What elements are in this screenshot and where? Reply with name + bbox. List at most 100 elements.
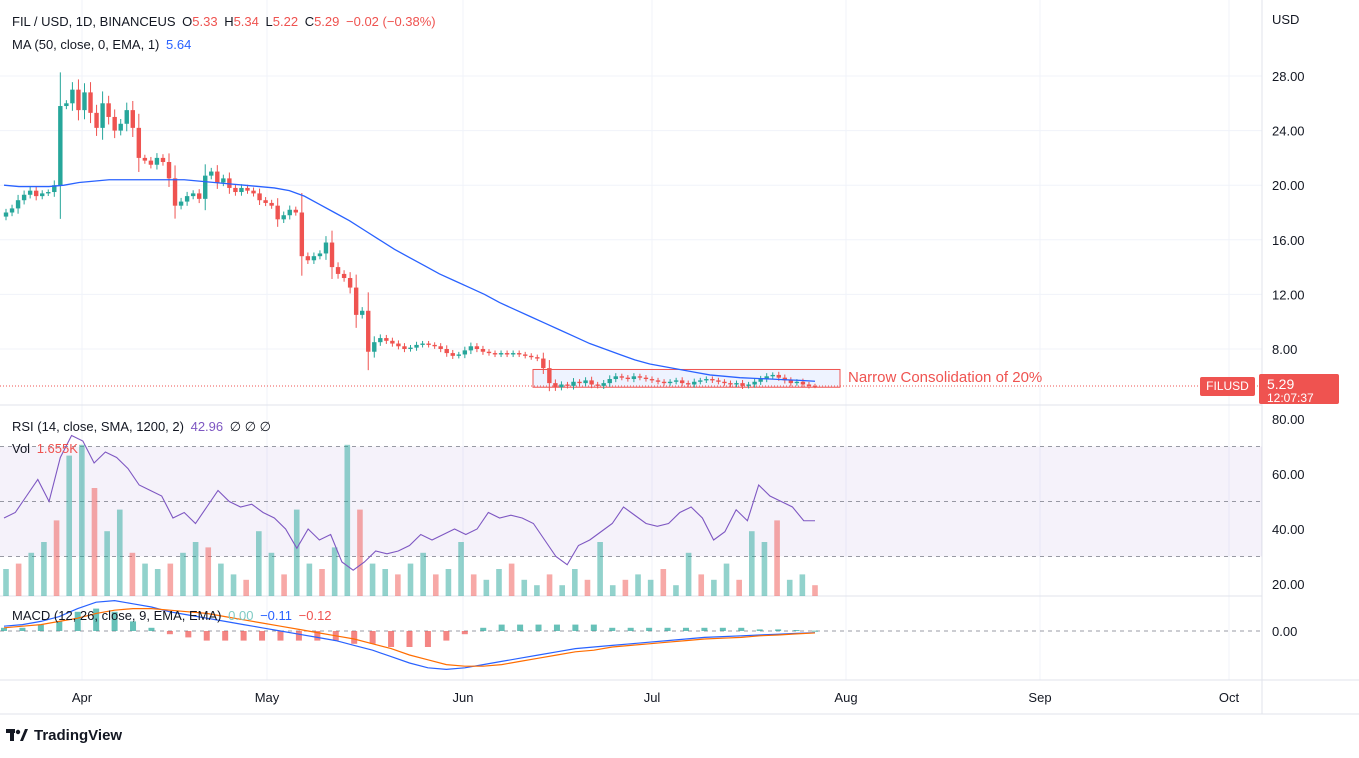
macd-pane	[0, 599, 1262, 671]
candle-body	[426, 343, 431, 345]
candle-body	[142, 157, 148, 161]
price-tick-label: 20.00	[1272, 178, 1305, 193]
volume-bar	[496, 569, 502, 596]
vol-label: Vol	[12, 441, 31, 456]
consolidation-annotation: Narrow Consolidation of 20%	[848, 369, 1043, 386]
candle-body	[3, 212, 9, 217]
candle-body	[360, 310, 365, 315]
volume-bar	[116, 509, 123, 596]
candle-body	[335, 267, 341, 274]
candle-body	[523, 354, 528, 356]
volume-bar	[66, 455, 73, 596]
volume-bar	[597, 542, 603, 596]
candle-body	[341, 273, 347, 279]
candle-body	[353, 287, 359, 315]
volume-bar	[584, 579, 591, 596]
candle-body	[770, 374, 775, 377]
candle-body	[94, 112, 99, 128]
candle-body	[577, 381, 582, 384]
ma-legend[interactable]: MA (50, close, 0, EMA, 1) 5.64	[12, 37, 194, 52]
close-label: C	[304, 14, 315, 29]
candle-body	[740, 383, 745, 386]
change-value: −0.02 (−0.38%)	[346, 14, 436, 29]
candle-body	[88, 92, 93, 113]
candle-body	[667, 381, 673, 384]
volume-bar	[344, 444, 351, 596]
candle-body	[788, 380, 794, 384]
macd-histogram-bar	[812, 630, 818, 632]
volume-bar	[369, 563, 376, 596]
macd-histogram-bar	[56, 621, 63, 631]
candle-body	[257, 193, 262, 201]
volume-bar	[609, 585, 616, 596]
candle-body	[100, 103, 105, 128]
volume-bar	[572, 569, 578, 596]
candle-body	[402, 346, 407, 349]
price-tick-label: 24.00	[1272, 124, 1305, 139]
candle-body	[58, 106, 63, 186]
macd-histogram-bar	[572, 624, 579, 631]
candle-body	[516, 353, 522, 355]
rsi-legend[interactable]: RSI (14, close, SMA, 1200, 2) 42.96 ∅ ∅ …	[12, 419, 274, 435]
candle-body	[716, 380, 721, 382]
month-tick-label: Oct	[1219, 690, 1240, 705]
candle-body	[613, 376, 618, 380]
macd-histogram-bar	[553, 624, 560, 631]
candle-body	[251, 190, 256, 194]
candle-body	[462, 350, 468, 355]
candle-body	[595, 384, 600, 386]
macd-hist-value: 0.00	[228, 608, 254, 623]
volume-bar	[15, 563, 22, 596]
macd-histogram-bar	[517, 624, 524, 631]
month-tick-label: Sep	[1028, 690, 1051, 705]
macd-histogram-bar	[738, 627, 745, 631]
candle-body	[728, 383, 733, 385]
last-price-tag: 5.29 12:07:37	[1259, 374, 1339, 404]
volume-bar	[534, 585, 540, 596]
symbol-price-tag: FILUSD	[1200, 377, 1255, 396]
macd-histogram-bar	[37, 624, 44, 631]
close-value: 5.29	[314, 14, 340, 29]
volume-bar	[786, 579, 793, 596]
macd-histogram-bar	[1, 627, 7, 631]
volume-bar	[28, 552, 35, 596]
candle-body	[553, 383, 558, 388]
candle-body	[752, 381, 757, 385]
candle-body	[450, 353, 455, 356]
volume-bar	[622, 579, 629, 596]
volume-bar	[281, 574, 287, 596]
candle-body	[118, 123, 123, 131]
rsi-tick-label: 40.00	[1272, 522, 1305, 537]
candle-body	[166, 161, 172, 179]
candle-body	[794, 381, 800, 384]
candle-body	[504, 353, 510, 355]
macd-signal-value: −0.12	[298, 608, 332, 623]
candle-body	[239, 187, 244, 193]
candle-body	[203, 175, 208, 199]
candle-body	[384, 338, 389, 341]
macd-histogram-bar	[259, 631, 266, 641]
macd-legend[interactable]: MACD (12, 26, close, 9, EMA, EMA) 0.00 −…	[12, 608, 335, 623]
macd-histogram-bar	[775, 629, 782, 631]
price-tick-label: 16.00	[1272, 233, 1305, 248]
macd-histogram-bar	[627, 627, 634, 631]
tradingview-brand[interactable]: TradingView	[6, 727, 122, 744]
candle-body	[686, 383, 691, 385]
volume-bar	[53, 520, 60, 596]
axes: 28.00 24.00 20.00 16.00 12.00 8.00 80.00 60.00 4…	[72, 69, 1305, 705]
candle-body	[70, 89, 75, 104]
volume-bar	[357, 509, 363, 596]
volume-bar	[3, 569, 9, 596]
macd-histogram-bar	[646, 627, 653, 631]
volume-bar	[761, 542, 768, 596]
vol-legend[interactable]: Vol 1.655K	[12, 441, 81, 456]
volume-bar	[205, 547, 212, 596]
price-tick-label: 8.00	[1272, 342, 1297, 357]
consolidation-box	[0, 368, 1262, 388]
volume-bar	[91, 488, 98, 596]
volume-bar	[723, 563, 730, 596]
rsi-label: RSI (14, close, SMA, 1200, 2)	[12, 419, 184, 434]
candle-body	[758, 379, 763, 382]
volume-bar	[559, 585, 565, 596]
